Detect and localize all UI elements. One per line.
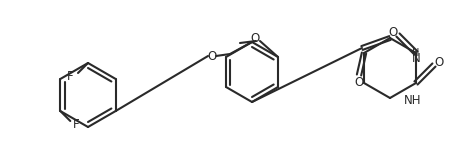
Text: F: F (73, 118, 79, 132)
Text: O: O (387, 27, 397, 39)
Text: O: O (353, 76, 363, 90)
Text: N: N (411, 52, 420, 65)
Text: O: O (250, 32, 259, 46)
Text: F: F (67, 71, 73, 83)
Text: NH: NH (403, 94, 420, 107)
Text: O: O (433, 56, 442, 70)
Text: H: H (411, 48, 419, 58)
Text: O: O (207, 50, 216, 62)
